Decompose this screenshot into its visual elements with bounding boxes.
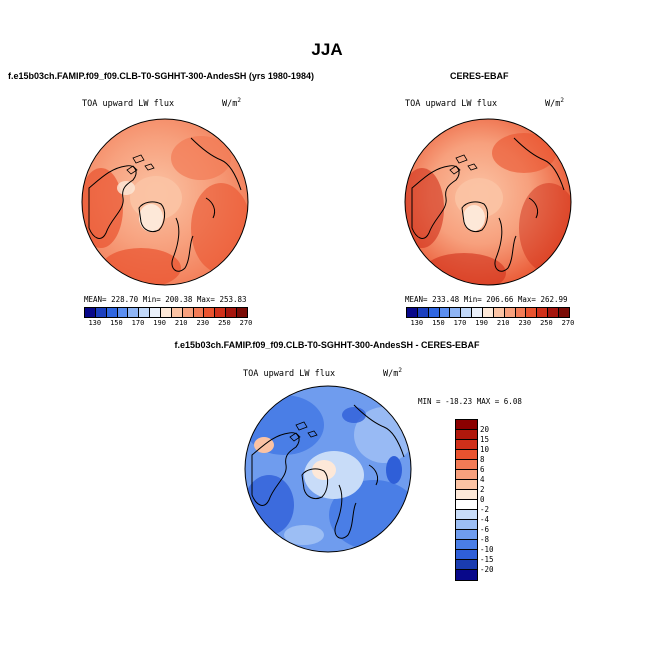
colorbar-swatch <box>139 308 151 317</box>
colorbar-tick-label: 150 <box>110 319 123 327</box>
colorbar-swatch <box>472 308 484 317</box>
colorbar-swatch <box>128 308 140 317</box>
colorbar-swatch <box>95 308 107 317</box>
colorbar-swatch <box>456 460 477 470</box>
colorbar-tick-label: -8 <box>480 535 490 544</box>
colorbar-swatch <box>161 308 172 317</box>
colorbar-swatch <box>407 308 418 317</box>
colorbar-swatch <box>456 530 477 540</box>
obs-colorbar <box>406 307 570 318</box>
colorbar-tick-label: 20 <box>480 425 490 434</box>
colorbar-tick-label: 190 <box>475 319 488 327</box>
colorbar-tick-label: 250 <box>540 319 553 327</box>
colorbar-tick-label: 15 <box>480 435 490 444</box>
colorbar-swatch <box>226 308 238 317</box>
colorbar-swatch <box>515 308 527 317</box>
colorbar-swatch <box>456 440 477 450</box>
model-panel-title: f.e15b03ch.FAMIP.f09_f09.CLB-T0-SGHHT-30… <box>8 71 314 81</box>
colorbar-tick-label: 2 <box>480 485 485 494</box>
model-units: W/m2 <box>222 97 241 109</box>
colorbar-swatch <box>456 480 477 490</box>
colorbar-tick-label: 130 <box>88 319 102 327</box>
colorbar-swatch <box>237 308 247 317</box>
colorbar-tick-label: -15 <box>480 555 494 564</box>
colorbar-tick-label: 210 <box>496 319 510 327</box>
colorbar-swatch <box>456 550 477 560</box>
colorbar-swatch <box>526 308 538 317</box>
colorbar-swatch <box>548 308 560 317</box>
diff-colorbar-labels: 20 15 10 8 6 4 2 0 -2 -4 -6 -8 -10 -15 -20 <box>480 419 520 589</box>
colorbar-tick-label: 0 <box>480 495 485 504</box>
colorbar-tick-label: 190 <box>153 319 166 327</box>
colorbar-swatch <box>106 308 118 317</box>
colorbar-swatch <box>456 570 477 580</box>
colorbar-swatch <box>204 308 216 317</box>
colorbar-swatch <box>456 500 477 510</box>
obs-stats: MEAN= 233.48 Min= 206.66 Max= 262.99 <box>405 295 568 304</box>
colorbar-tick-label: 270 <box>239 319 253 327</box>
colorbar-swatch <box>450 308 462 317</box>
colorbar-tick-label: 170 <box>131 319 145 327</box>
colorbar-swatch <box>428 308 440 317</box>
colorbar-swatch <box>493 308 505 317</box>
colorbar-swatch <box>461 308 473 317</box>
main-title: JJA <box>311 40 343 59</box>
colorbar-tick-label: 130 <box>410 319 424 327</box>
colorbar-swatch <box>456 450 477 460</box>
colorbar-swatch <box>456 420 477 430</box>
diff-colorbar <box>455 419 478 581</box>
obs-map <box>404 118 572 286</box>
model-colorbar <box>84 307 248 318</box>
colorbar-swatch <box>417 308 429 317</box>
colorbar-tick-label: 150 <box>432 319 445 327</box>
colorbar-swatch <box>171 308 183 317</box>
colorbar-tick-label: 6 <box>480 465 485 474</box>
colorbar-tick-label: 210 <box>174 319 188 327</box>
colorbar-tick-label: -4 <box>480 515 490 524</box>
colorbar-swatch <box>182 308 194 317</box>
colorbar-tick-label: 270 <box>561 319 575 327</box>
colorbar-tick-label: 250 <box>218 319 231 327</box>
colorbar-tick-label: 4 <box>480 475 485 484</box>
diff-panel-title: f.e15b03ch.FAMIP.f09_f09.CLB-T0-SGHHT-30… <box>174 340 480 350</box>
colorbar-swatch <box>504 308 516 317</box>
colorbar-swatch <box>193 308 205 317</box>
model-variable-label: TOA upward LW flux <box>82 99 175 109</box>
colorbar-tick-label: 230 <box>196 319 210 327</box>
diff-stats: MIN = -18.23 MAX = 6.08 <box>418 397 522 406</box>
obs-variable-label: TOA upward LW flux <box>405 99 498 109</box>
colorbar-tick-label: 10 <box>480 445 490 454</box>
diff-units: W/m2 <box>383 367 402 379</box>
obs-panel-title: CERES-EBAF <box>450 71 509 81</box>
colorbar-tick-label: -10 <box>480 545 494 554</box>
colorbar-tick-label: -6 <box>480 525 490 534</box>
colorbar-swatch <box>456 520 477 530</box>
model-colorbar-labels: 130 150 170 190 210 230 250 270 <box>84 319 252 329</box>
colorbar-swatch <box>439 308 451 317</box>
colorbar-swatch <box>537 308 549 317</box>
colorbar-tick-label: 230 <box>518 319 532 327</box>
colorbar-swatch <box>456 560 477 570</box>
colorbar-tick-label: -2 <box>480 505 490 514</box>
colorbar-swatch <box>456 510 477 520</box>
model-stats: MEAN= 228.70 Min= 200.38 Max= 253.83 <box>84 295 247 304</box>
obs-units: W/m2 <box>545 97 564 109</box>
colorbar-tick-label: -20 <box>480 565 494 574</box>
colorbar-swatch <box>85 308 96 317</box>
colorbar-swatch <box>456 430 477 440</box>
colorbar-swatch <box>483 308 494 317</box>
colorbar-swatch <box>456 490 477 500</box>
colorbar-tick-label: 8 <box>480 455 485 464</box>
colorbar-tick-label: 170 <box>453 319 467 327</box>
colorbar-swatch <box>150 308 162 317</box>
obs-colorbar-labels: 130 150 170 190 210 230 250 270 <box>406 319 574 329</box>
colorbar-swatch <box>559 308 569 317</box>
colorbar-swatch <box>215 308 227 317</box>
colorbar-swatch <box>456 540 477 550</box>
diff-map <box>244 385 412 553</box>
diff-variable-label: TOA upward LW flux <box>243 369 336 379</box>
colorbar-swatch <box>117 308 129 317</box>
colorbar-swatch <box>456 470 477 480</box>
model-map <box>81 118 249 286</box>
